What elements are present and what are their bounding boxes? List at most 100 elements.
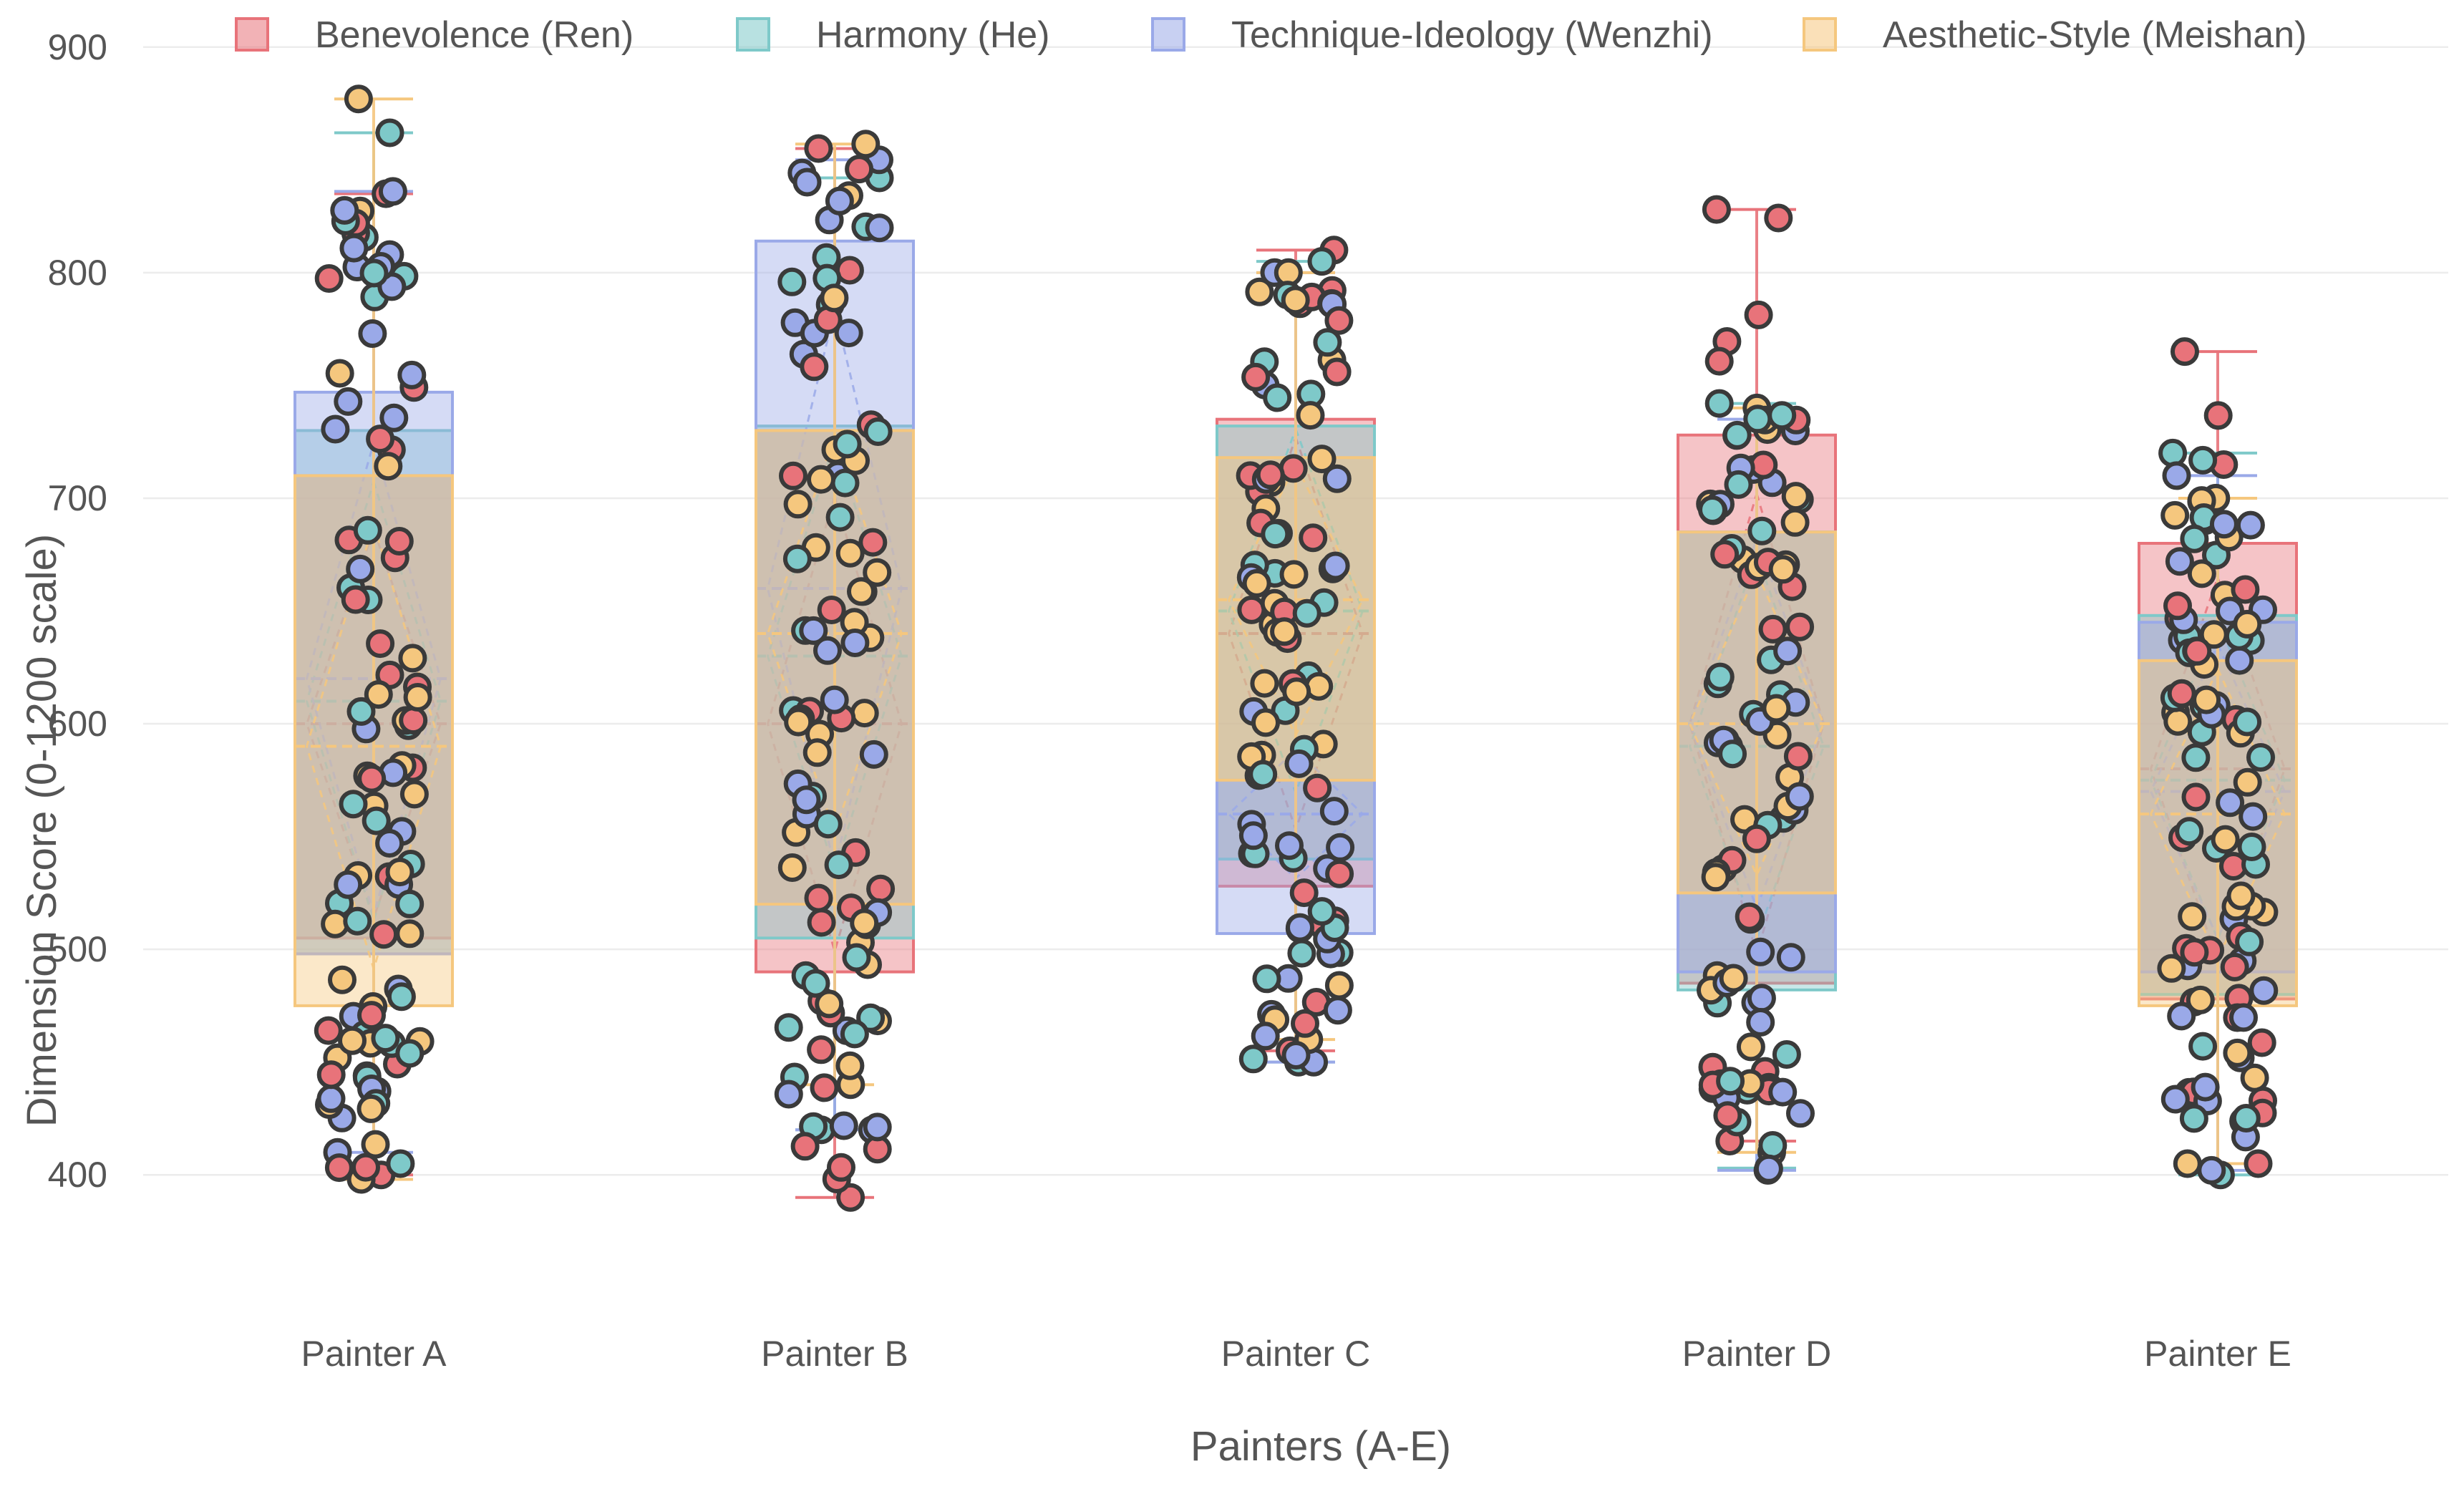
data-point-1-2 xyxy=(810,1073,839,1102)
data-point-2-1 xyxy=(346,697,376,726)
data-point-3-5 xyxy=(2209,510,2239,539)
data-point-2-5 xyxy=(2246,743,2275,772)
data-point-3-4 xyxy=(1773,636,1803,666)
data-point-1-2 xyxy=(836,1183,865,1212)
data-point-4-1 xyxy=(338,1026,367,1055)
data-point-1-3 xyxy=(1279,454,1308,483)
data-point-1-5 xyxy=(2181,782,2211,812)
sd-diamond xyxy=(305,477,442,925)
data-point-1-2 xyxy=(779,461,807,490)
legend-label: Benevolence (Ren) xyxy=(315,14,634,56)
data-point-3-4 xyxy=(1776,943,1805,972)
data-point-2-3 xyxy=(1292,598,1321,628)
data-point-4-4 xyxy=(1719,964,1748,993)
data-point-2-2 xyxy=(833,430,862,459)
data-point-1-2 xyxy=(858,528,888,557)
data-point-1-2 xyxy=(827,1153,855,1182)
legend-swatch xyxy=(1803,17,1837,52)
data-point-4-4 xyxy=(1768,555,1798,584)
data-point-2-5 xyxy=(2233,707,2262,737)
data-point-4-2 xyxy=(802,738,832,767)
data-point-1-4 xyxy=(1785,612,1815,641)
data-point-4-1 xyxy=(325,359,354,388)
data-point-4-3 xyxy=(1296,401,1325,430)
data-point-2-1 xyxy=(395,1039,425,1068)
legend-label: Aesthetic-Style (Meishan) xyxy=(1883,14,2307,56)
data-point-2-5 xyxy=(2237,833,2266,861)
data-point-1-1 xyxy=(357,764,387,793)
data-point-4-2 xyxy=(847,577,876,606)
data-point-3-2 xyxy=(774,1080,803,1109)
data-point-3-1 xyxy=(379,403,409,432)
y-tick-label-700: 700 xyxy=(48,478,107,518)
data-point-4-1 xyxy=(395,919,425,949)
data-point-4-5 xyxy=(2178,902,2207,931)
data-point-3-1 xyxy=(339,233,369,263)
data-point-3-2 xyxy=(799,616,828,645)
data-point-2-1 xyxy=(353,515,382,545)
data-point-1-3 xyxy=(1299,523,1328,553)
data-point-1-1 xyxy=(357,1001,386,1030)
data-point-1-3 xyxy=(1241,362,1271,392)
data-point-3-5 xyxy=(2229,1003,2258,1032)
data-point-4-1 xyxy=(364,680,393,709)
data-point-3-1 xyxy=(358,319,387,348)
data-point-3-3 xyxy=(1284,749,1314,778)
data-point-3-5 xyxy=(2165,547,2194,576)
data-point-3-2 xyxy=(813,636,842,665)
legend-label: Harmony (He) xyxy=(816,14,1050,56)
data-point-3-4 xyxy=(1746,1008,1775,1037)
data-point-3-1 xyxy=(330,195,359,225)
data-point-3-1 xyxy=(316,1084,346,1113)
legend-swatch xyxy=(1151,17,1185,52)
data-point-4-5 xyxy=(2233,767,2262,797)
data-point-1-1 xyxy=(314,264,344,293)
data-point-2-4 xyxy=(1758,1131,1788,1160)
data-point-2-1 xyxy=(375,118,404,147)
data-point-3-3 xyxy=(1323,996,1352,1025)
data-point-2-1 xyxy=(339,790,368,819)
y-axis-title: Dimension Score (0-1200 scale) xyxy=(19,534,65,1127)
data-point-3-2 xyxy=(792,785,821,815)
data-point-4-5 xyxy=(2192,685,2221,714)
data-point-3-1 xyxy=(334,387,363,416)
data-point-1-5 xyxy=(2203,401,2233,430)
data-point-2-2 xyxy=(774,1013,803,1042)
data-point-1-1 xyxy=(316,1060,346,1090)
data-point-1-4 xyxy=(1713,1101,1742,1130)
data-point-3-3 xyxy=(1321,551,1350,581)
data-point-3-5 xyxy=(2167,1001,2196,1031)
data-point-1-3 xyxy=(1291,1009,1319,1038)
data-point-1-4 xyxy=(1783,742,1813,771)
data-point-2-2 xyxy=(840,1019,869,1049)
data-point-1-1 xyxy=(369,920,399,949)
data-point-1-5 xyxy=(2163,591,2192,621)
legend-swatch xyxy=(736,17,770,52)
data-point-4-5 xyxy=(2226,881,2256,911)
data-point-1-2 xyxy=(866,874,896,903)
data-point-1-3 xyxy=(1303,773,1332,802)
data-point-2-3 xyxy=(1252,964,1281,994)
data-point-4-5 xyxy=(2157,954,2186,983)
x-tick-label-5: Painter E xyxy=(2144,1334,2291,1374)
data-point-3-5 xyxy=(2197,1155,2226,1185)
data-point-3-2 xyxy=(829,1111,858,1140)
data-point-2-5 xyxy=(2235,927,2264,956)
data-point-2-1 xyxy=(371,1024,400,1053)
sd-diamond xyxy=(1688,551,1825,942)
y-tick-label-600: 600 xyxy=(48,704,107,744)
data-point-1-4 xyxy=(1764,203,1793,233)
legend-swatch xyxy=(235,17,269,52)
data-point-2-2 xyxy=(863,417,893,446)
data-point-1-2 xyxy=(800,352,829,382)
data-point-2-2 xyxy=(813,810,843,839)
data-point-3-3 xyxy=(1251,1022,1280,1051)
y-tick-label-800: 800 xyxy=(48,253,107,293)
data-point-3-2 xyxy=(820,685,849,714)
data-point-1-2 xyxy=(804,883,833,913)
data-point-3-3 xyxy=(1238,821,1268,850)
data-point-4-1 xyxy=(374,452,403,481)
legend-label: Technique-Ideology (Wenzhi) xyxy=(1231,14,1713,56)
sd-diamond xyxy=(305,520,442,973)
